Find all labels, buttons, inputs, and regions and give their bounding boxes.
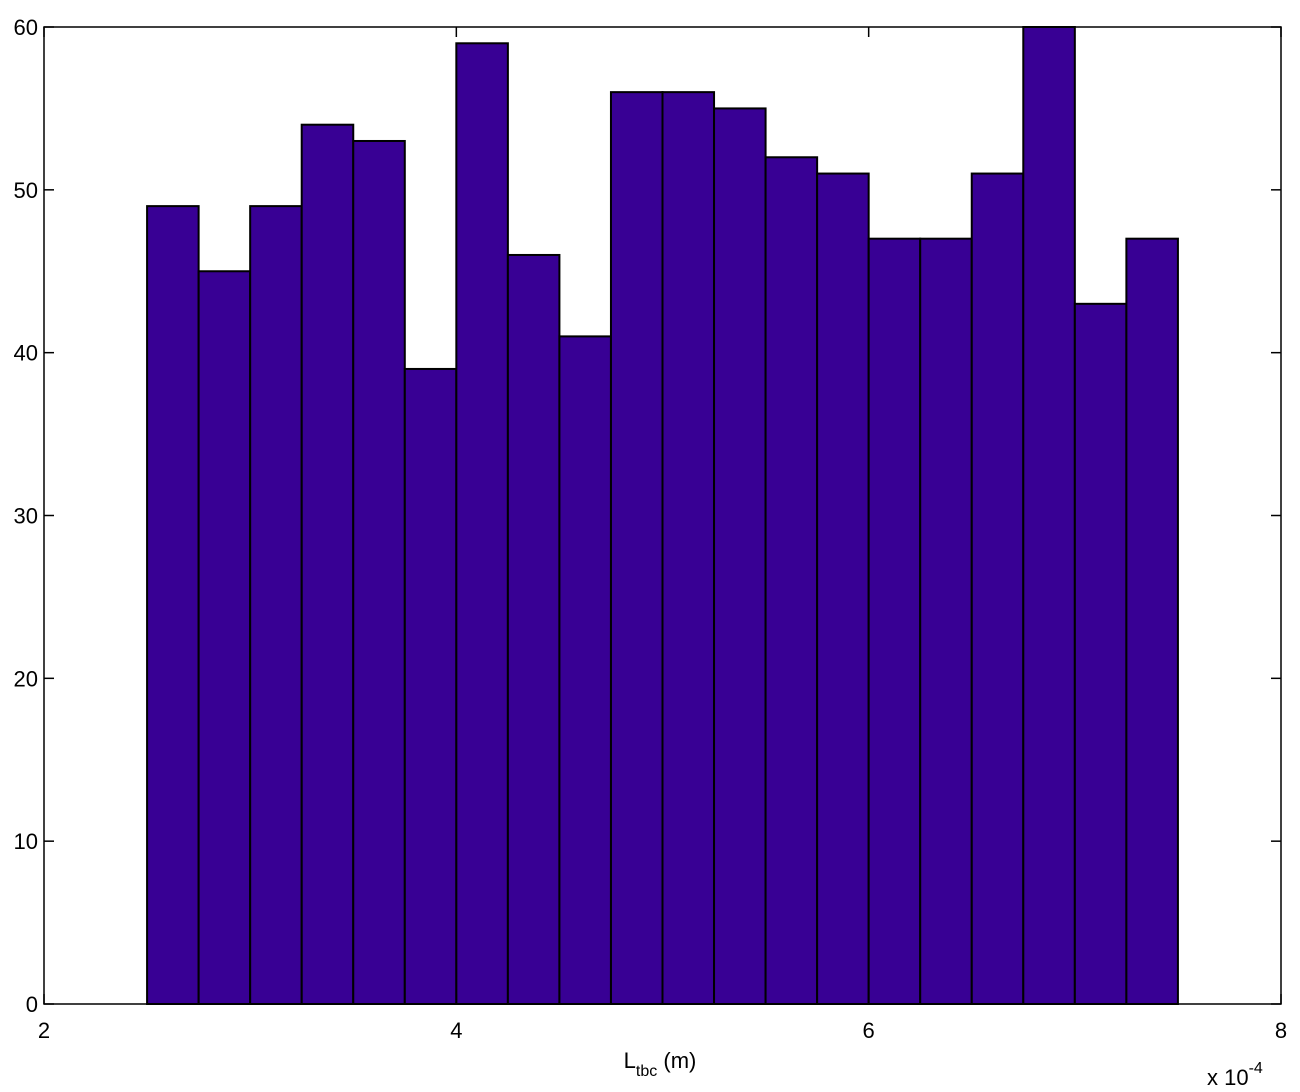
bar — [764, 156, 819, 1005]
bar — [919, 237, 973, 1005]
bar — [300, 123, 355, 1005]
x-axis-label: Ltbc (m) — [624, 1048, 697, 1080]
bar — [970, 172, 1025, 1006]
bar — [506, 253, 561, 1005]
y-tick-label: 30 — [14, 504, 38, 529]
x-tick-label: 6 — [863, 1018, 875, 1043]
bar — [867, 237, 922, 1005]
bar — [661, 91, 716, 1005]
y-tick-label: 0 — [26, 992, 38, 1017]
x-label-rest: (m) — [657, 1048, 696, 1073]
y-tick-label: 20 — [14, 666, 38, 691]
y-tick-label: 60 — [14, 15, 38, 40]
bar — [558, 335, 612, 1005]
y-tick-label: 50 — [14, 178, 38, 203]
x-multiplier-exponent: -4 — [1249, 1060, 1263, 1077]
bar — [1125, 237, 1179, 1005]
bar — [816, 172, 870, 1006]
bar — [403, 367, 458, 1005]
x-multiplier: x 10-4 — [1207, 1060, 1263, 1090]
bar — [1022, 26, 1076, 1005]
y-tick-label: 10 — [14, 829, 38, 854]
x-multiplier-base: x 10 — [1207, 1065, 1249, 1090]
x-label-main: L — [624, 1048, 636, 1073]
bar — [352, 139, 406, 1005]
bar — [1073, 302, 1128, 1006]
x-tick-label: 8 — [1275, 1018, 1287, 1043]
bar — [197, 270, 252, 1005]
x-tick-label: 2 — [38, 1018, 50, 1043]
bar — [146, 205, 200, 1006]
bar — [713, 107, 767, 1005]
bar — [455, 42, 509, 1006]
y-tick-label: 40 — [14, 341, 38, 366]
bar — [609, 91, 664, 1005]
x-tick-label: 4 — [450, 1018, 462, 1043]
x-label-sub: tbc — [636, 1063, 657, 1080]
bar — [249, 205, 303, 1006]
